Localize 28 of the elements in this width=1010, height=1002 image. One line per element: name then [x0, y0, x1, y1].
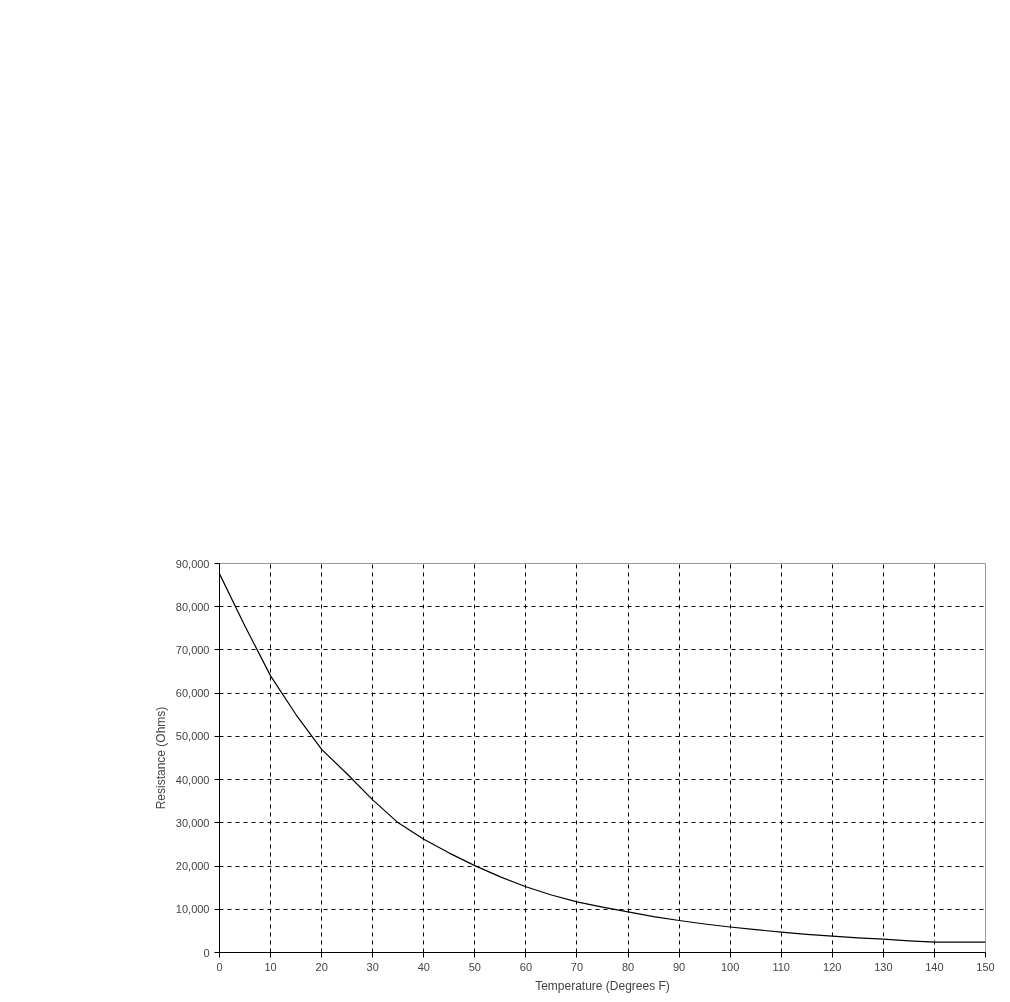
- x-tick-label: 90: [672, 960, 686, 973]
- y-tick-label: 90,000: [175, 557, 210, 570]
- y-tick-label: 70,000: [175, 643, 210, 656]
- y-tick-label: 10,000: [175, 903, 210, 916]
- x-tick-label: 140: [925, 960, 944, 973]
- x-tick-label: 70: [570, 960, 584, 973]
- x-tick-label: 30: [366, 960, 379, 973]
- x-tick-label: 80: [621, 960, 635, 973]
- y-tick-label: 30,000: [175, 816, 210, 829]
- x-tick-label: 60: [519, 960, 533, 973]
- y-tick-label: 40,000: [175, 773, 210, 786]
- y-tick-label: 0: [203, 946, 210, 959]
- x-tick-label: 120: [823, 960, 842, 973]
- x-tick-label: 100: [720, 960, 740, 973]
- y-tick-label: 20,000: [175, 860, 210, 873]
- x-tick-label: 130: [874, 960, 893, 973]
- x-tick-label: 0: [216, 960, 223, 973]
- y-tick-label: 50,000: [175, 730, 210, 743]
- y-tick-label: 80,000: [175, 600, 210, 613]
- x-tick-label: 10: [264, 960, 277, 973]
- x-tick-label: 150: [976, 960, 995, 973]
- x-tick-label: 20: [315, 960, 328, 973]
- x-tick-label: 50: [468, 960, 481, 973]
- y-axis-title: Resistance (Ohms): [153, 706, 168, 810]
- x-tick-label: 40: [417, 960, 430, 973]
- y-tick-label: 60,000: [175, 687, 210, 700]
- x-axis-title: Temperature (Degrees F): [535, 978, 670, 993]
- x-tick-label: 110: [772, 960, 791, 973]
